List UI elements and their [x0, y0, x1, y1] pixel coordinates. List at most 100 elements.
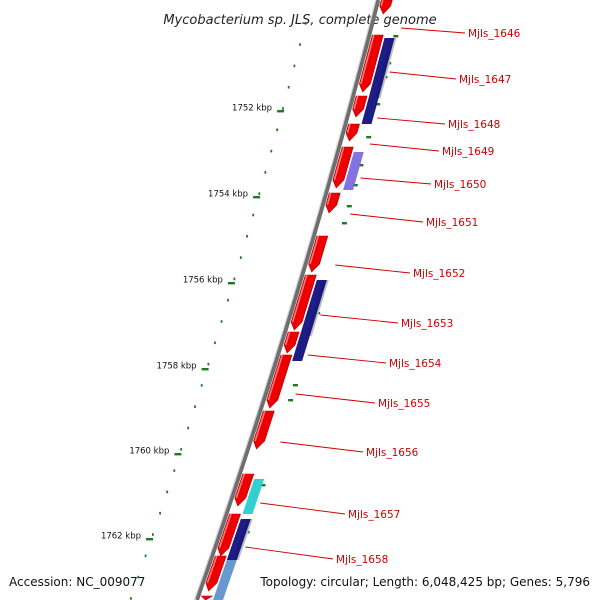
gene-arrow	[290, 274, 317, 331]
tick-marks: 1752 kbp 1754 kbp 1756 kbp 1758 kbp 1760 kbp…	[101, 104, 285, 542]
gene-arrow-shade	[291, 274, 308, 323]
gene-arrow-shade	[326, 192, 332, 206]
scale-dot	[207, 362, 210, 366]
blast-hit	[292, 336, 310, 361]
blast-hit	[368, 38, 395, 98]
gene-leader-line	[360, 177, 432, 185]
gene-labels: Mjls_1646 Mjls_1647 Mjls_1648 Mjls_1649 Mjls…	[245, 27, 521, 566]
gene-arrow-shade	[235, 473, 246, 499]
gene-label: Mjls_1652	[413, 268, 465, 280]
blast-hit	[213, 560, 237, 600]
scale-dot	[220, 320, 223, 323]
feature-dash	[375, 103, 381, 106]
feature-dash	[366, 136, 372, 139]
scale-dot	[304, 22, 307, 25]
gene-arrow	[266, 354, 293, 409]
scale-dot	[159, 511, 161, 515]
topology-summary: Topology: circular; Length: 6,048,425 bp…	[259, 575, 590, 589]
feature-dash	[352, 184, 358, 187]
tick-mark	[253, 196, 261, 199]
gene-arrow	[308, 235, 329, 273]
scale-dot	[264, 171, 267, 174]
scale-dot	[287, 85, 290, 89]
gene-arrow-shade	[206, 555, 218, 584]
gene-leader-line	[260, 502, 346, 515]
gene-arrow-shade	[333, 146, 345, 181]
gene-leader-line	[335, 264, 411, 274]
scale-dot	[299, 43, 301, 46]
gene-arrow	[379, 0, 393, 15]
gene-leader-line	[389, 71, 457, 80]
gene-label: Mjls_1650	[434, 179, 486, 191]
gene-leader-line	[320, 314, 399, 324]
gene-leader-line	[377, 117, 446, 125]
scale-dot	[227, 298, 229, 302]
gene-label: Mjls_1656	[366, 447, 419, 459]
tick-mark	[227, 282, 235, 285]
gene-arrow-shade	[353, 95, 359, 110]
gene-arrow-shade	[284, 331, 291, 346]
gene-label: Mjls_1651	[426, 217, 478, 229]
tick-mark	[146, 538, 153, 541]
map-title: Mycobacterium sp. JLS, complete genome	[163, 13, 436, 28]
scale-dot	[144, 554, 147, 558]
tick-label: 1754 kbp	[208, 190, 248, 200]
tick-mark	[277, 110, 285, 113]
gene-arrow	[205, 555, 227, 592]
gene-arrow-shade	[346, 123, 351, 134]
scale-dot	[130, 597, 132, 600]
scale-dot	[233, 277, 236, 281]
scale-dot	[252, 213, 255, 217]
gene-leader-line	[280, 441, 364, 453]
blast-tracks	[213, 38, 397, 600]
blast-hit	[242, 479, 265, 514]
gene-label: Mjls_1648	[448, 119, 500, 131]
feature-dash	[260, 484, 266, 487]
scale-dot	[200, 384, 203, 387]
blast-hit	[226, 519, 251, 560]
blast-hit	[299, 280, 327, 336]
gene-arrow	[359, 34, 384, 93]
gene-arrow	[234, 473, 255, 507]
tick-label: 1756 kbp	[183, 276, 223, 286]
gene-label: Mjls_1654	[389, 358, 442, 370]
scale-dot	[152, 533, 154, 536]
backbone-line	[195, 0, 381, 600]
feature-dash	[292, 384, 298, 387]
feature-dash	[346, 205, 352, 208]
scale-dot	[194, 405, 196, 408]
gene-leader-line	[295, 393, 376, 404]
gene-leader-line	[245, 546, 334, 560]
backbone-highlight	[193, 0, 377, 600]
scale-dot	[270, 149, 273, 153]
gene-arrow-shade	[267, 354, 284, 401]
scale-dot	[173, 469, 176, 472]
gene-label: Mjls_1655	[378, 398, 430, 410]
scale-dot	[166, 490, 169, 494]
gene-arrow-shade	[218, 513, 232, 549]
gene-leader-line	[401, 27, 466, 34]
gene-arrow	[253, 410, 275, 450]
scale-dot	[246, 235, 248, 238]
gene-arrow-shade	[309, 235, 320, 265]
scale-dot	[137, 575, 140, 579]
blast-hit	[361, 98, 379, 124]
gene-features	[200, 0, 393, 600]
tick-label: 1758 kbp	[157, 362, 197, 372]
scale-dot	[293, 64, 296, 68]
gene-label: Mjls_1653	[401, 318, 453, 330]
scale-dot	[187, 426, 189, 430]
accession-label: Accession: NC_009077	[9, 575, 145, 589]
feature-dash	[393, 35, 399, 38]
scale-dot	[276, 128, 279, 132]
tick-label: 1752 kbp	[232, 104, 272, 114]
blast-hit	[343, 152, 364, 190]
tick-label: 1760 kbp	[129, 447, 169, 457]
gene-arrow	[200, 595, 214, 600]
gene-label: Mjls_1646	[468, 28, 521, 40]
gene-arrow-shade	[360, 34, 375, 85]
gene-label: Mjls_1658	[336, 554, 388, 566]
gene-leader-line	[307, 354, 387, 364]
gene-label: Mjls_1647	[459, 74, 511, 86]
gene-arrow-shade	[380, 0, 384, 7]
